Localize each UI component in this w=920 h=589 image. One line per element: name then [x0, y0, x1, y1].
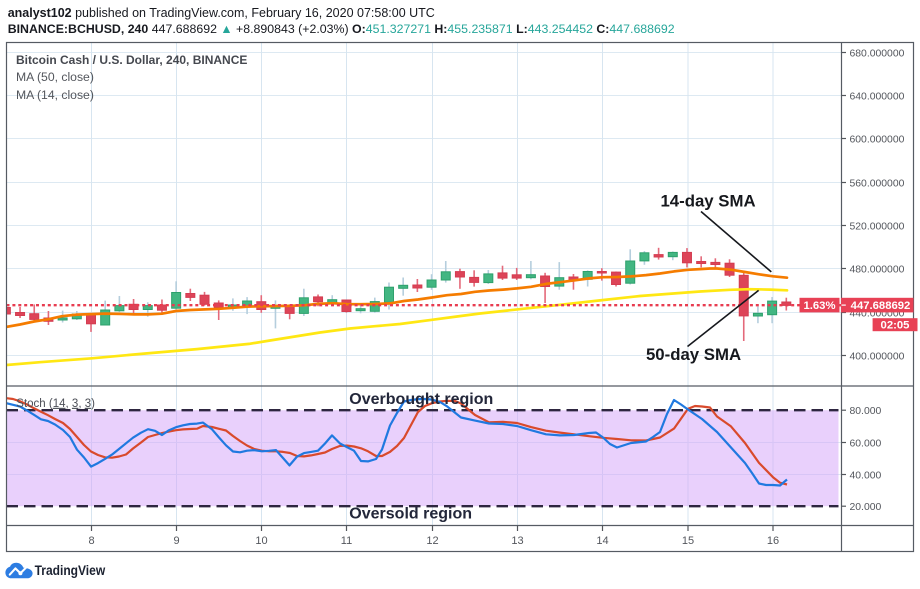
- svg-text:14-day SMA: 14-day SMA: [660, 192, 755, 211]
- svg-text:560.000000: 560.000000: [850, 178, 905, 189]
- svg-text:02:05: 02:05: [881, 320, 910, 332]
- svg-text:440.000000: 440.000000: [850, 308, 905, 319]
- svg-text:Overbought region: Overbought region: [349, 391, 493, 408]
- svg-text:480.000000: 480.000000: [850, 264, 905, 275]
- svg-text:80.000: 80.000: [850, 406, 882, 417]
- svg-text:11: 11: [341, 535, 352, 547]
- svg-text:640.000000: 640.000000: [850, 91, 905, 102]
- svg-text:520.000000: 520.000000: [850, 221, 905, 232]
- svg-text:TradingView: TradingView: [35, 562, 106, 578]
- svg-text:9: 9: [173, 535, 179, 547]
- svg-text:14: 14: [596, 535, 608, 547]
- svg-text:40.000: 40.000: [850, 470, 882, 481]
- svg-text:680.000000: 680.000000: [850, 48, 905, 59]
- svg-text:12: 12: [426, 535, 438, 547]
- svg-text:BINANCE:BCHUSD, 240 447.688692: BINANCE:BCHUSD, 240 447.688692 ▲ +8.8908…: [8, 22, 675, 36]
- svg-text:447.688692: 447.688692: [851, 300, 911, 312]
- svg-text:Bitcoin Cash / U.S. Dollar, 24: Bitcoin Cash / U.S. Dollar, 240, BINANCE: [16, 53, 247, 67]
- svg-text:16: 16: [767, 535, 779, 547]
- svg-text:50-day SMA: 50-day SMA: [646, 345, 741, 364]
- svg-text:13: 13: [511, 535, 523, 547]
- svg-text:400.000000: 400.000000: [850, 351, 905, 362]
- svg-text:20.000: 20.000: [850, 502, 882, 513]
- svg-text:analyst102 published on Tradin: analyst102 published on TradingView.com,…: [8, 6, 435, 20]
- svg-text:60.000: 60.000: [850, 438, 882, 449]
- svg-text:MA (50, close): MA (50, close): [16, 70, 94, 84]
- svg-text:8: 8: [88, 535, 94, 547]
- svg-text:10: 10: [255, 535, 267, 547]
- svg-text:Oversold region: Oversold region: [349, 506, 472, 523]
- svg-text:600.000000: 600.000000: [850, 134, 905, 145]
- svg-text:Stoch (14, 3, 3): Stoch (14, 3, 3): [16, 398, 95, 410]
- svg-text:1.63%: 1.63%: [803, 300, 835, 312]
- svg-text:15: 15: [682, 535, 694, 547]
- svg-text:MA (14, close): MA (14, close): [16, 88, 94, 102]
